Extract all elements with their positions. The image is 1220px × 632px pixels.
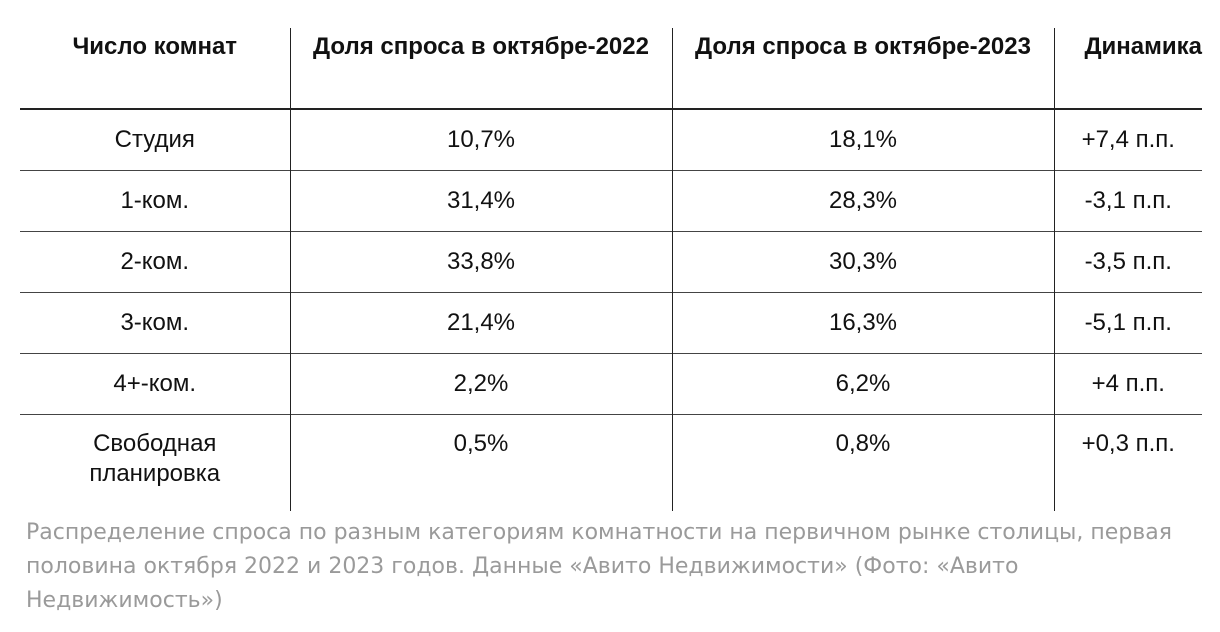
cell-rooms: Студия xyxy=(20,108,291,171)
cell-rooms: 2-ком. xyxy=(20,231,291,293)
cell-dynamics: +4 п.п. xyxy=(1054,353,1202,415)
demand-table-container: Число комнат Доля спроса в октябре-2022 … xyxy=(20,28,1202,511)
cell-share-2022: 33,8% xyxy=(290,231,673,293)
cell-share-2023: 16,3% xyxy=(672,292,1055,354)
cell-share-2023: 30,3% xyxy=(672,231,1055,293)
cell-dynamics: -5,1 п.п. xyxy=(1054,292,1202,354)
cell-share-2023: 18,1% xyxy=(672,108,1055,171)
cell-rooms: 1-ком. xyxy=(20,170,291,232)
cell-dynamics: +7,4 п.п. xyxy=(1054,108,1202,171)
cell-share-2023: 0,8% xyxy=(672,414,1055,511)
header-share-2022: Доля спроса в октябре-2022 xyxy=(290,28,673,110)
header-dynamics: Динамика xyxy=(1054,28,1202,110)
table-header-row: Число комнат Доля спроса в октябре-2022 … xyxy=(20,28,1202,110)
table-row: 2-ком. 33,8% 30,3% -3,5 п.п. xyxy=(20,231,1202,293)
header-share-2023: Доля спроса в октябре-2023 xyxy=(672,28,1055,110)
cell-share-2022: 31,4% xyxy=(290,170,673,232)
table-row: 3-ком. 21,4% 16,3% -5,1 п.п. xyxy=(20,292,1202,354)
cell-share-2023: 6,2% xyxy=(672,353,1055,415)
cell-rooms: 3-ком. xyxy=(20,292,291,354)
table-row: 1-ком. 31,4% 28,3% -3,1 п.п. xyxy=(20,170,1202,232)
header-rooms: Число комнат xyxy=(20,28,291,110)
cell-rooms: Свободная планировка xyxy=(20,414,291,511)
cell-dynamics: +0,3 п.п. xyxy=(1054,414,1202,511)
cell-dynamics: -3,5 п.п. xyxy=(1054,231,1202,293)
cell-share-2023: 28,3% xyxy=(672,170,1055,232)
cell-dynamics: -3,1 п.п. xyxy=(1054,170,1202,232)
cell-share-2022: 10,7% xyxy=(290,108,673,171)
table-row: 4+-ком. 2,2% 6,2% +4 п.п. xyxy=(20,353,1202,415)
cell-share-2022: 2,2% xyxy=(290,353,673,415)
cell-share-2022: 0,5% xyxy=(290,414,673,511)
demand-table: Число комнат Доля спроса в октябре-2022 … xyxy=(20,28,1202,511)
cell-share-2022: 21,4% xyxy=(290,292,673,354)
table-row: Свободная планировка 0,5% 0,8% +0,3 п.п. xyxy=(20,414,1202,511)
image-caption: Распределение спроса по разным категория… xyxy=(26,520,1172,613)
table-row: Студия 10,7% 18,1% +7,4 п.п. xyxy=(20,108,1202,171)
cell-rooms: 4+-ком. xyxy=(20,353,291,415)
